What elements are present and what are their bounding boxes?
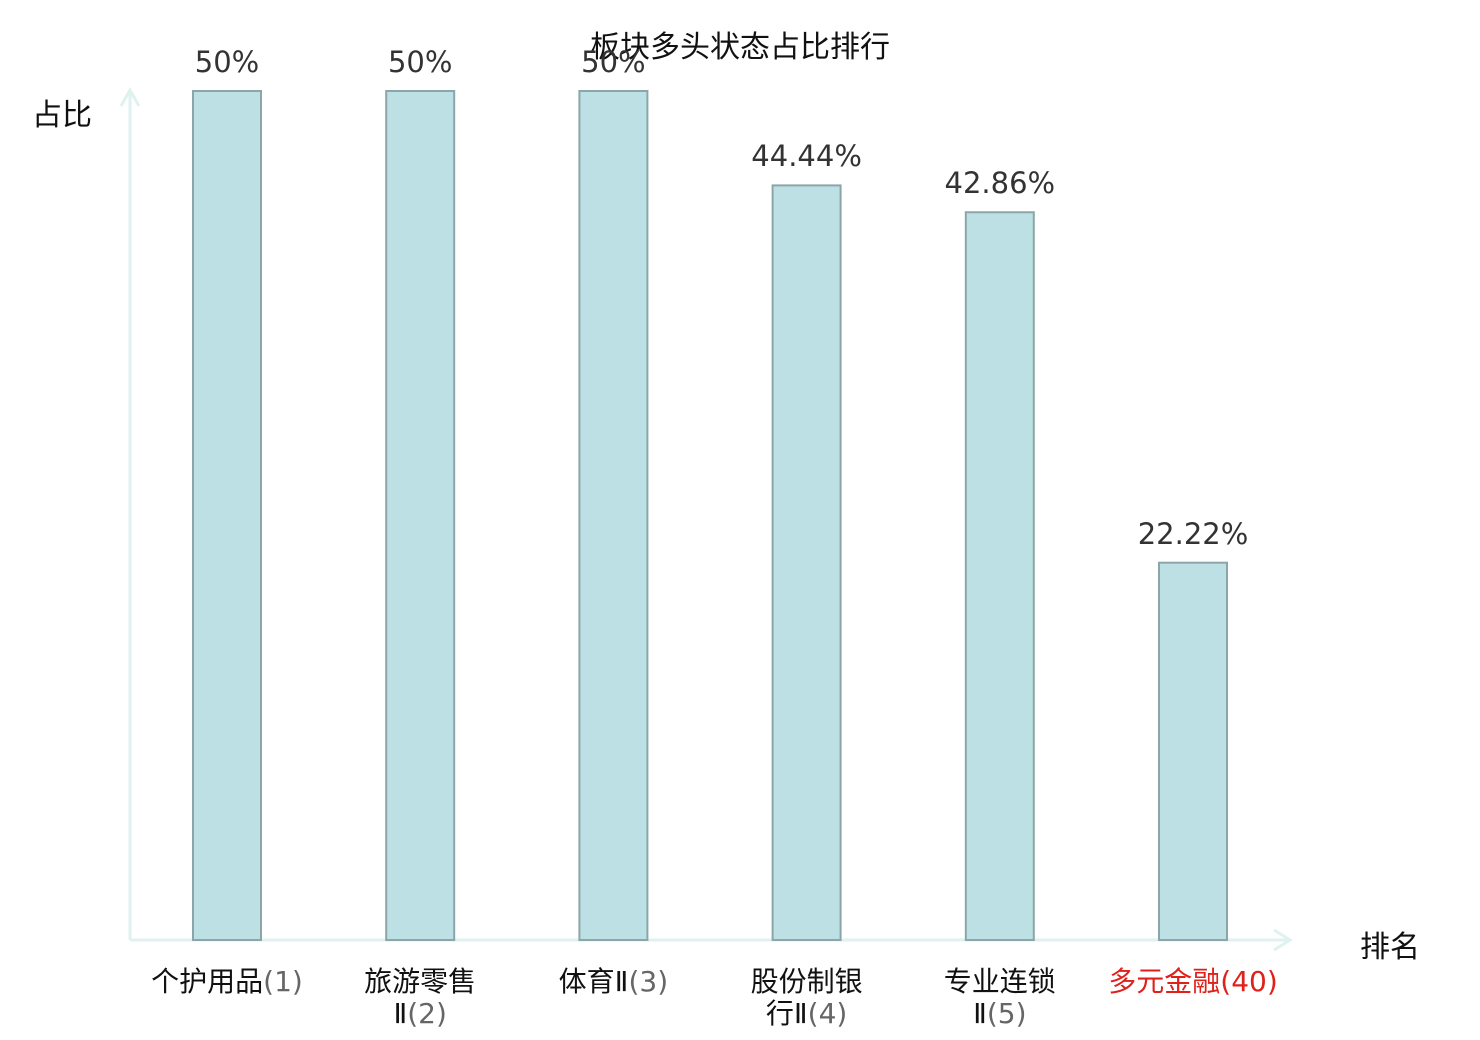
x-tick-label: 旅游零售 Ⅱ(2) — [364, 965, 477, 1030]
bar — [1158, 561, 1228, 941]
x-axis-arrow — [1273, 928, 1293, 952]
x-tick-label: 专业连锁 Ⅱ(5) — [943, 965, 1056, 1030]
x-axis-label: 排名 — [1360, 930, 1420, 965]
chart-title: 板块多头状态占比排行 — [590, 30, 890, 65]
bar — [192, 90, 262, 941]
bar-value-label: 22.22% — [1137, 516, 1249, 551]
x-tick-label: 体育Ⅱ(3) — [558, 965, 669, 998]
bar — [578, 90, 649, 941]
x-tick-label: 个护用品(1) — [151, 965, 303, 998]
bar — [964, 211, 1035, 942]
bar — [771, 184, 842, 941]
x-tick-label: 多元金融(40) — [1108, 965, 1278, 998]
bar-value-label: 44.44% — [751, 139, 862, 174]
bar — [385, 90, 456, 941]
bar-value-label: 50% — [194, 45, 260, 79]
bar-value-label: 42.86% — [944, 166, 1056, 201]
y-axis-arrow — [119, 86, 141, 107]
y-axis-label: 占比 — [32, 98, 92, 133]
bar-value-label: 50% — [387, 45, 453, 79]
bar-value-label: 50% — [581, 45, 646, 79]
x-tick-label: 股份制银 行Ⅱ(4) — [750, 965, 863, 1030]
